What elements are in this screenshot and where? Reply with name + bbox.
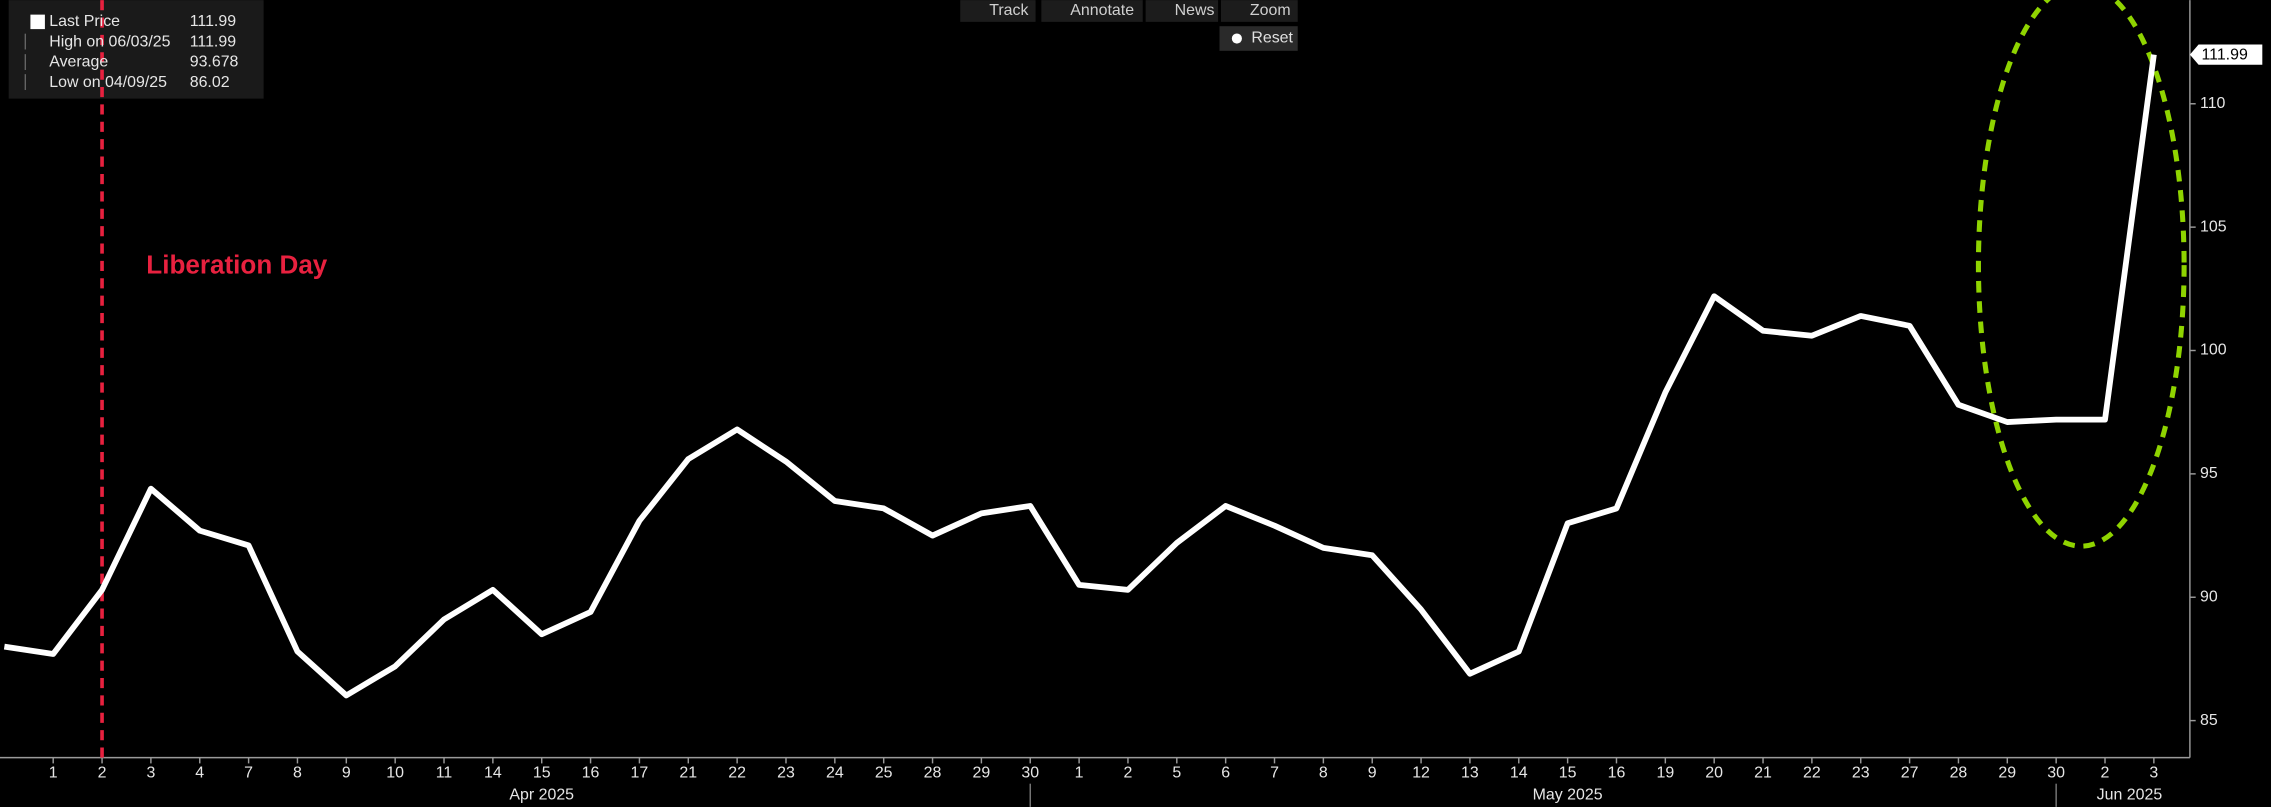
legend-stat-value: 111.99	[190, 33, 236, 50]
y-tick-label: 90	[2200, 588, 2218, 605]
x-tick-label: 7	[1270, 765, 1279, 782]
x-tick-label: 8	[293, 765, 302, 782]
x-tick-label: 15	[1559, 765, 1577, 782]
x-tick-label: 5	[1172, 765, 1181, 782]
annotation-text: Liberation Day	[146, 250, 328, 280]
x-tick-label: 21	[1754, 765, 1772, 782]
x-tick-label: 29	[973, 765, 991, 782]
x-tick-label: 13	[1461, 765, 1479, 782]
x-tick-label: 10	[386, 765, 404, 782]
x-tick-label: 16	[1608, 765, 1626, 782]
toolbar-label[interactable]: Annotate	[1070, 2, 1134, 19]
toolbar-button[interactable]	[1041, 0, 1143, 22]
x-tick-label: 14	[1510, 765, 1528, 782]
toolbar-label[interactable]: Zoom	[1250, 2, 1291, 19]
x-tick-label: 30	[2047, 765, 2065, 782]
x-tick-label: 23	[777, 765, 795, 782]
x-tick-label: 7	[244, 765, 253, 782]
x-tick-label: 29	[1998, 765, 2016, 782]
x-tick-label: 22	[728, 765, 746, 782]
last-price-tag	[2189, 44, 2263, 65]
x-tick-label: 2	[98, 765, 107, 782]
legend-stat-marker: │	[22, 54, 30, 70]
x-tick-label: 24	[826, 765, 844, 782]
legend-swatch	[30, 14, 45, 30]
x-tick-label: 17	[631, 765, 649, 782]
x-tick-label: 9	[342, 765, 351, 782]
toolbar-label[interactable]: Track	[989, 2, 1028, 19]
legend-value: 111.99	[190, 13, 236, 30]
legend-stat-label: Average	[49, 54, 108, 71]
x-tick-label: 15	[533, 765, 551, 782]
legend-stat-value: 93.678	[190, 54, 239, 71]
x-tick-label: 11	[436, 765, 453, 782]
x-tick-label: 8	[1319, 765, 1328, 782]
x-tick-label: 1	[49, 765, 58, 782]
x-tick-label: 28	[1950, 765, 1968, 782]
legend-name: Last Price	[49, 13, 120, 30]
reset-label[interactable]: Reset	[1251, 30, 1293, 47]
x-tick-label: 23	[1852, 765, 1870, 782]
x-tick-label: 2	[1124, 765, 1133, 782]
x-tick-label: 12	[1412, 765, 1430, 782]
price-line	[3, 54, 2157, 699]
x-tick-label: 6	[1221, 765, 1230, 782]
x-tick-label: 9	[1368, 765, 1377, 782]
x-tick-label: 25	[875, 765, 893, 782]
legend-stat-marker: │	[22, 74, 30, 90]
y-tick-label: 105	[2200, 218, 2227, 235]
y-tick-label: 110	[2200, 95, 2226, 112]
legend-stat-label: Low on 04/09/25	[49, 74, 167, 91]
highlight-ellipse	[1975, 0, 2187, 549]
x-tick-label: 3	[146, 765, 155, 782]
month-label: Jun 2025	[2097, 786, 2163, 803]
toolbar-button[interactable]	[1145, 0, 1219, 22]
x-tick-label: 20	[1705, 765, 1723, 782]
x-tick-label: 21	[679, 765, 697, 782]
month-label: May 2025	[1533, 786, 1603, 803]
toolbar-button[interactable]	[960, 0, 1036, 22]
x-tick-label: 1	[1075, 765, 1084, 782]
x-tick-label: 27	[1901, 765, 1919, 782]
legend-stat-label: High on 06/03/25	[49, 33, 170, 50]
y-tick-label: 100	[2200, 342, 2227, 359]
last-price-label: 111.99	[2201, 47, 2247, 64]
legend-stat-marker: │	[22, 34, 30, 50]
x-tick-label: 22	[1803, 765, 1821, 782]
legend-stat-value: 86.02	[190, 74, 230, 91]
x-tick-label: 14	[484, 765, 502, 782]
toolbar-button[interactable]	[1220, 0, 1298, 22]
x-tick-label: 16	[582, 765, 600, 782]
legend-box	[8, 0, 264, 99]
reset-icon	[1231, 33, 1242, 44]
y-tick-label: 95	[2200, 465, 2218, 482]
x-tick-label: 30	[1021, 765, 1039, 782]
x-tick-label: 2	[2101, 765, 2110, 782]
toolbar-label[interactable]: News	[1175, 2, 1215, 19]
month-label: Apr 2025	[509, 786, 574, 803]
x-tick-label: 4	[195, 765, 204, 782]
x-tick-label: 19	[1656, 765, 1674, 782]
x-tick-label: 28	[924, 765, 942, 782]
y-tick-label: 85	[2200, 712, 2218, 729]
x-tick-label: 3	[2149, 765, 2158, 782]
